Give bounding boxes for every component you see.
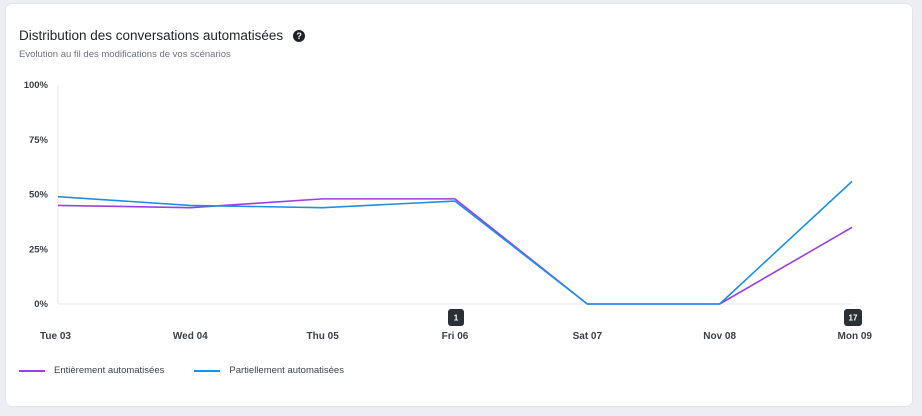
event-marker-label: 1 xyxy=(454,314,459,323)
x-tick-label: Wed 04 xyxy=(173,331,208,342)
legend-label: Entièrement automatisées xyxy=(54,365,165,376)
x-tick-label: Nov 08 xyxy=(703,331,736,342)
event-marker xyxy=(448,309,464,326)
y-tick-label: 50% xyxy=(29,190,49,201)
title-row: Distribution des conversations automatis… xyxy=(19,28,306,43)
line-chart: 100% 75% 50% 25% 0% Tue 03 Wed 04 Thu 05 Fri 06 S… xyxy=(24,80,873,342)
event-marker xyxy=(844,309,862,326)
legend-swatch xyxy=(19,369,45,372)
y-tick-label: 0% xyxy=(34,299,48,310)
series-line-2 xyxy=(57,180,853,305)
event-marker-label: 17 xyxy=(849,314,858,323)
legend-item[interactable]: Partiellement automatisées xyxy=(194,365,344,376)
chart-title: Distribution des conversations automatis… xyxy=(19,28,284,43)
chart-subtitle: Evolution au fil des modifications de vo… xyxy=(19,49,231,60)
x-tick-label: Fri 06 xyxy=(442,331,469,342)
legend-item[interactable]: Entièrement automatisées xyxy=(19,365,164,376)
y-tick-label: 75% xyxy=(29,135,49,146)
x-tick-label: Mon 09 xyxy=(838,331,873,342)
legend-label: Partiellement automatisées xyxy=(229,365,344,376)
x-tick-label: Sat 07 xyxy=(573,331,603,342)
x-tick-label: Thu 05 xyxy=(307,331,340,342)
series-line-1 xyxy=(57,198,853,305)
x-tick-label: Tue 03 xyxy=(40,331,71,342)
y-tick-label: 100% xyxy=(24,80,49,91)
y-tick-label: 25% xyxy=(29,244,49,255)
legend-swatch xyxy=(194,369,221,372)
chart-legend: Entièrement automatisées Partiellement au… xyxy=(19,365,344,376)
help-icon[interactable]: ? xyxy=(293,29,306,42)
